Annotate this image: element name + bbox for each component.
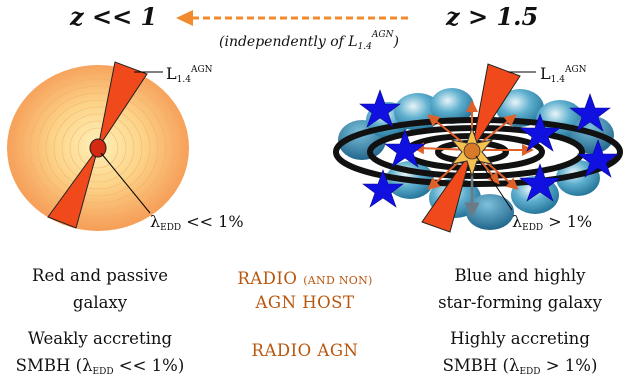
left-edd-leader	[100, 152, 151, 214]
mid-host-radio: RADIO	[237, 269, 304, 288]
left-radio-jets	[47, 61, 148, 229]
central-agn-star	[450, 126, 494, 178]
high-z-text: z > 1.5	[446, 2, 539, 31]
left-edd-label: λEDD << 1%	[150, 212, 244, 233]
right-lum-label: L1.4AGN	[540, 64, 587, 85]
right-lum-sub: 1.4	[550, 75, 565, 85]
right-smbh-post: > 1%)	[540, 356, 598, 375]
right-smbh-pre: SMBH (λ	[442, 356, 520, 375]
right-host-line1: Blue and highly	[454, 266, 586, 285]
low-z-text: z << 1	[70, 2, 158, 31]
arrow-note-prefix: (independently of L	[219, 34, 358, 50]
right-lum-sup: AGN	[564, 65, 587, 75]
left-smbh-line1: Weakly accreting	[27, 329, 173, 348]
right-edd-value: > 1%	[543, 212, 593, 231]
mid-agn-text: RADIO AGN	[251, 341, 359, 360]
right-edd-label: λEDD > 1%	[512, 212, 592, 233]
right-lum-symbol: L	[540, 64, 551, 83]
left-edd-sub: EDD	[160, 223, 182, 233]
left-smbh-sub: EDD	[92, 367, 114, 377]
right-edd-leader	[475, 155, 513, 211]
left-smbh-caption: Weakly accreting SMBH (λEDD << 1%)	[5, 325, 195, 386]
arrow-note: (independently of L1.4 AGN)	[219, 30, 399, 52]
arrow-note-sup: AGN	[371, 30, 394, 40]
low-redshift-label: z << 1	[70, 2, 157, 31]
right-edd-sub: EDD	[522, 223, 544, 233]
arrow-note-suffix: )	[393, 34, 399, 50]
left-host-line2: galaxy	[72, 293, 128, 312]
right-edd-symbol: λ	[512, 212, 523, 231]
left-smbh-line2: SMBH (λEDD << 1%)	[5, 352, 195, 386]
left-lum-label: L1.4AGN	[166, 64, 213, 85]
left-nucleus	[89, 138, 107, 158]
left-edd-symbol: λ	[150, 212, 161, 231]
high-redshift-label: z > 1.5	[446, 2, 538, 31]
mid-host-andnon: (AND NON)	[303, 274, 373, 287]
arrow-note-sub: 1.4	[357, 42, 372, 52]
right-smbh-sub: EDD	[519, 367, 541, 377]
left-lum-symbol: L	[166, 64, 177, 83]
mid-agn-caption: RADIO AGN	[205, 340, 405, 362]
redshift-arrow	[176, 10, 408, 26]
left-host-caption: Red and passive galaxy	[10, 262, 190, 316]
right-radio-jets	[421, 63, 521, 233]
left-host-line1: Red and passive	[32, 266, 168, 285]
left-edd-value: << 1%	[181, 212, 244, 231]
right-smbh-caption: Highly accreting SMBH (λEDD > 1%)	[420, 325, 620, 386]
right-smbh-line2: SMBH (λEDD > 1%)	[420, 352, 620, 386]
mid-host-line2: AGN HOST	[255, 293, 355, 312]
left-smbh-pre: SMBH (λ	[15, 356, 93, 375]
left-lum-sup: AGN	[190, 65, 213, 75]
right-host-caption: Blue and highly star-forming galaxy	[420, 262, 620, 316]
left-smbh-post: << 1%)	[113, 356, 185, 375]
right-host-line2: star-forming galaxy	[438, 293, 602, 312]
young-stars	[359, 89, 619, 208]
left-lum-sub: 1.4	[176, 75, 191, 85]
right-smbh-line1: Highly accreting	[450, 329, 590, 348]
mid-host-caption: RADIO (AND NON) AGN HOST	[205, 268, 405, 314]
